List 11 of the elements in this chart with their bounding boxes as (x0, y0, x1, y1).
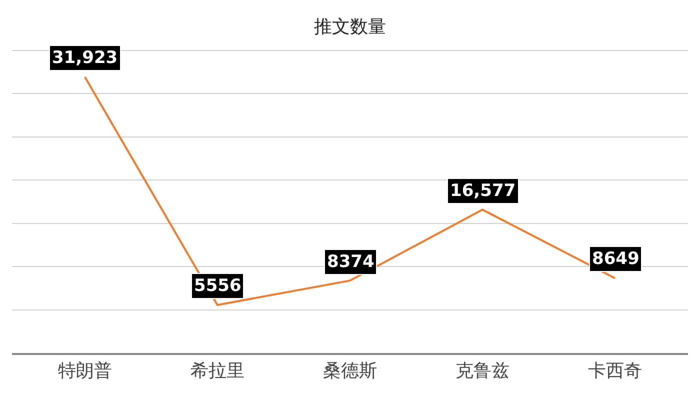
data-label: 16,577 (450, 181, 516, 201)
data-label: 31,923 (52, 48, 118, 68)
x-tick-label: 卡西奇 (588, 360, 642, 382)
data-label: 8649 (592, 249, 640, 269)
x-tick-label: 希拉里 (190, 360, 244, 382)
x-tick-label: 克鲁兹 (456, 360, 510, 382)
chart-title: 推文数量 (314, 16, 386, 38)
data-label: 8374 (327, 252, 374, 272)
data-label: 5556 (194, 276, 242, 296)
x-tick-label: 特朗普 (58, 360, 112, 382)
x-tick-label: 桑德斯 (323, 360, 377, 382)
